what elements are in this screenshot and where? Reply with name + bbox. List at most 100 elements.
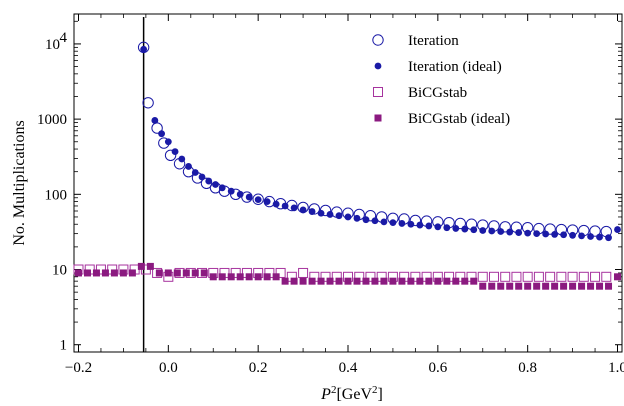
- data-point: [290, 204, 298, 212]
- data-point: [200, 269, 208, 277]
- data-point: [101, 269, 109, 277]
- data-point: [254, 196, 262, 204]
- data-point: [542, 282, 550, 290]
- data-point: [218, 184, 226, 192]
- y-tick-label: 10: [45, 37, 60, 53]
- data-point: [488, 282, 496, 290]
- data-point: [209, 273, 217, 281]
- data-point: [362, 216, 370, 224]
- data-point: [479, 227, 487, 234]
- data-point: [344, 277, 352, 285]
- data-point: [290, 277, 298, 285]
- data-point: [416, 277, 424, 285]
- series-3: [74, 262, 622, 290]
- data-point: [320, 271, 331, 282]
- data-point: [164, 149, 177, 162]
- data-point: [353, 277, 361, 285]
- data-point: [236, 273, 244, 281]
- data-point: [434, 223, 442, 231]
- data-point: [308, 277, 316, 285]
- data-point: [263, 198, 271, 206]
- data-point: [263, 273, 271, 281]
- series-0: [137, 41, 612, 238]
- data-point: [362, 277, 370, 285]
- data-point: [409, 214, 422, 227]
- data-point: [389, 219, 397, 227]
- data-point: [443, 277, 451, 285]
- data-point: [452, 277, 460, 285]
- data-point: [410, 271, 421, 282]
- data-point: [542, 230, 550, 238]
- data-point: [596, 233, 603, 241]
- legend-label: BiCGstab: [408, 85, 467, 101]
- data-point: [506, 228, 514, 236]
- data-point: [578, 232, 585, 240]
- data-point: [245, 273, 253, 281]
- data-point: [470, 226, 478, 234]
- data-point: [227, 273, 235, 281]
- data-point: [454, 217, 466, 230]
- data-point: [142, 97, 154, 109]
- data-point: [158, 130, 165, 138]
- data-point: [499, 221, 511, 233]
- data-point: [560, 282, 568, 290]
- data-point: [407, 277, 415, 285]
- data-point: [569, 231, 576, 239]
- data-point: [218, 273, 226, 281]
- data-point: [522, 271, 533, 282]
- data-point: [185, 163, 192, 170]
- data-point: [317, 277, 325, 285]
- plot-frame: [73, 13, 623, 353]
- data-point: [488, 227, 496, 235]
- data-point: [416, 221, 424, 229]
- data-point: [272, 273, 280, 281]
- data-point: [371, 277, 379, 285]
- data-point: [298, 267, 309, 278]
- data-point: [326, 211, 334, 218]
- data-point: [236, 190, 244, 198]
- data-point: [245, 193, 253, 201]
- x-axis-label-unit-open: [GeV: [336, 386, 372, 403]
- y-tick-label: 1000: [37, 112, 67, 128]
- data-point: [461, 225, 469, 233]
- data-point: [317, 209, 325, 217]
- x-axis-label-exp: 2: [331, 384, 337, 396]
- data-point: [299, 277, 307, 285]
- data-point: [171, 148, 179, 155]
- data-point: [151, 117, 159, 124]
- x-axis-label-unit-exp: 2: [372, 384, 378, 396]
- data-point: [254, 273, 262, 281]
- data-point: [344, 213, 352, 221]
- data-point: [227, 187, 235, 195]
- data-point: [533, 282, 541, 290]
- x-axis-label-base: P: [320, 386, 331, 403]
- data-point: [578, 282, 586, 290]
- data-point: [398, 220, 406, 227]
- data-point: [272, 200, 280, 208]
- data-point: [407, 220, 415, 228]
- data-point: [589, 225, 601, 237]
- legend-marker: [374, 114, 382, 122]
- data-point: [524, 229, 532, 237]
- data-point: [455, 271, 466, 282]
- data-point: [569, 282, 577, 290]
- data-point: [551, 231, 559, 238]
- data-point: [560, 231, 568, 239]
- data-point: [614, 273, 622, 281]
- data-point: [92, 269, 100, 277]
- y-tick-label: 100: [45, 187, 68, 203]
- legend-marker: [373, 87, 383, 97]
- y-tick-label-exp: 4: [60, 30, 68, 46]
- legend-marker: [372, 34, 384, 46]
- data-point: [425, 222, 433, 230]
- x-tick-label: −0.2: [65, 360, 92, 376]
- data-point: [380, 218, 388, 226]
- data-point: [164, 138, 172, 146]
- data-point: [544, 223, 556, 235]
- data-point: [590, 271, 601, 282]
- data-point: [497, 282, 505, 290]
- data-point: [178, 155, 186, 163]
- data-point: [500, 271, 511, 282]
- data-point: [128, 269, 136, 277]
- data-point: [452, 225, 460, 232]
